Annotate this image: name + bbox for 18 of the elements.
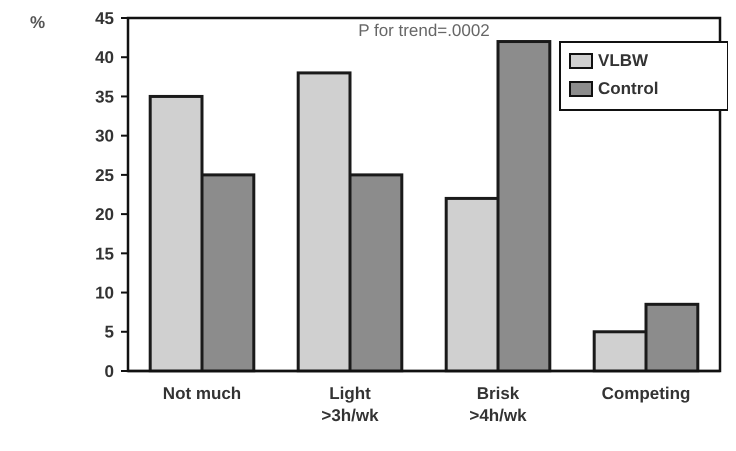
y-tick-label: 45 — [95, 8, 114, 28]
y-tick-label: 20 — [95, 205, 114, 224]
y-tick-label: 0 — [104, 362, 114, 381]
annotation: P for trend=.0002 — [358, 21, 490, 40]
y-tick-label: 15 — [95, 244, 114, 264]
y-tick-label: 30 — [95, 126, 114, 146]
y-axis-title: % — [30, 13, 46, 32]
y-tick-label: 25 — [95, 166, 114, 185]
y-tick-label: 5 — [104, 322, 114, 342]
x-tick-label: Brisk >4h/wk — [469, 384, 528, 425]
y-tick-label: 10 — [95, 284, 114, 303]
y-tick-label: 40 — [95, 48, 114, 68]
y-tick-label: 35 — [95, 87, 114, 106]
legend-label: VLBW — [598, 51, 649, 70]
x-tick-label: Light >3h/wk — [321, 384, 380, 425]
legend-label: Control — [598, 79, 658, 98]
x-tick-label: Not much — [162, 384, 242, 403]
x-tick-label: Competing — [602, 384, 690, 403]
